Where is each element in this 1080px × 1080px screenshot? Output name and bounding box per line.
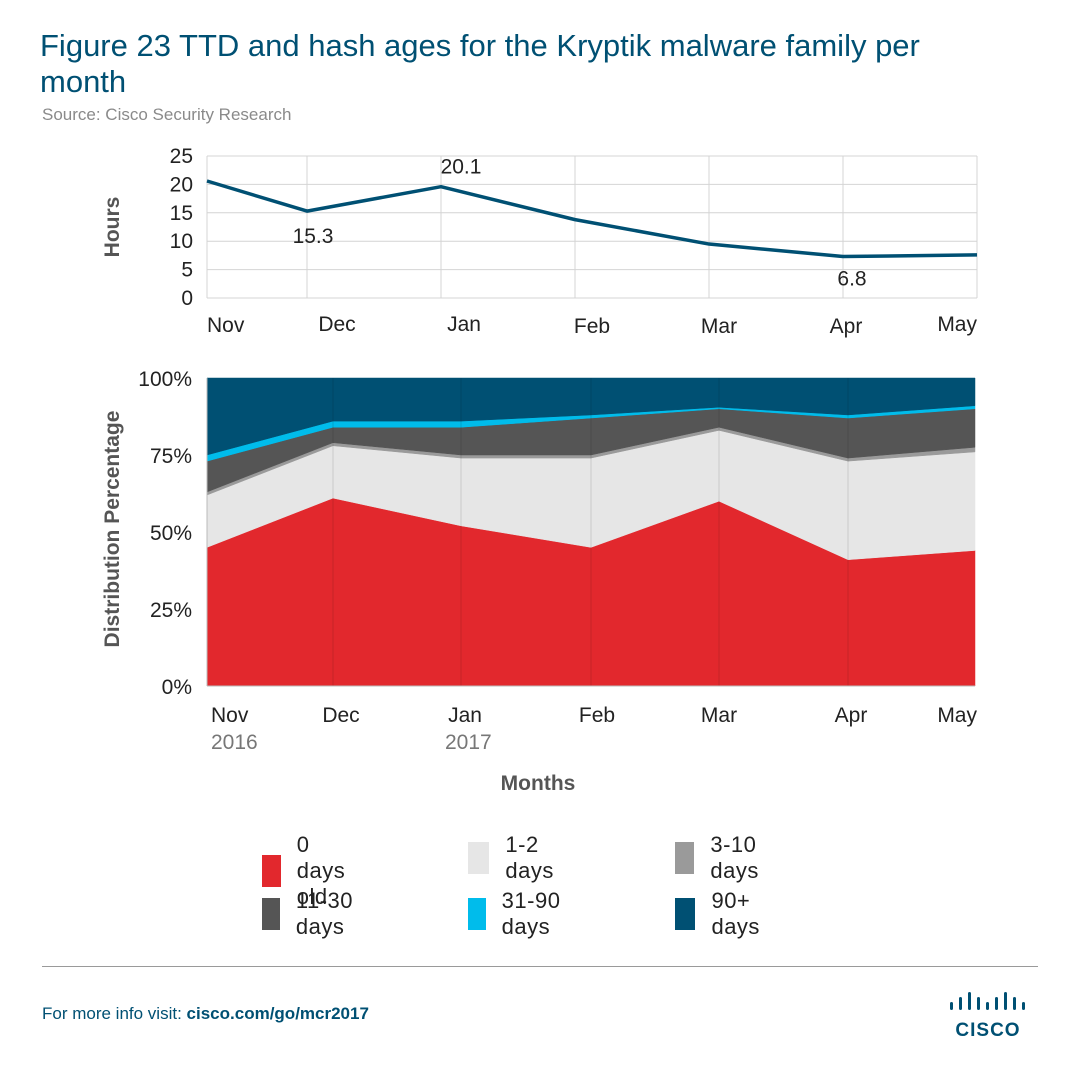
- legend-label: 90+ days: [711, 888, 760, 939]
- legend-label: 31-90 days: [501, 888, 561, 939]
- legend-swatch: [675, 898, 696, 930]
- line-chart: 25 20 15 10 5 0 Hours Nov Dec Jan Feb Mar Apr May 15.3…: [101, 145, 978, 338]
- line-annotation: 15.3: [293, 225, 334, 248]
- footer-divider: [42, 966, 1038, 967]
- legend-item: 3-10 days: [675, 832, 771, 884]
- legend-label: 3-10 days: [710, 832, 759, 883]
- area-ytick-label: 50%: [150, 522, 192, 545]
- line-annotation: 6.8: [837, 268, 866, 291]
- area-xtick-label: Nov: [211, 704, 249, 727]
- line-xtick-label: May: [937, 313, 977, 336]
- line-ylabel: Hours: [101, 197, 124, 258]
- area-xtick-label: Apr: [835, 704, 868, 727]
- cisco-logo: CISCO: [948, 990, 1030, 1041]
- legend-swatch: [468, 842, 490, 874]
- charts-canvas: 25 20 15 10 5 0 Hours Nov Dec Jan Feb Mar Apr May 15.3…: [101, 145, 978, 795]
- area-year-label: 2016: [211, 731, 258, 754]
- area-xtick-label: Jan: [448, 704, 482, 727]
- area-ytick-label: 100%: [138, 368, 192, 391]
- line-xtick-label: Nov: [207, 314, 245, 337]
- line-ytick-label: 20: [170, 173, 193, 196]
- line-annotation: 20.1: [441, 156, 482, 179]
- line-xtick-label: Dec: [318, 313, 355, 336]
- line-series: [206, 179, 978, 259]
- area-ytick-label: 75%: [150, 445, 192, 468]
- area-ylabel: Distribution Percentage: [101, 411, 124, 648]
- legend-item: 31-90 days: [468, 888, 564, 940]
- line-ytick-label: 0: [181, 287, 193, 310]
- line-ytick-label: 5: [181, 259, 193, 282]
- area-series: [206, 377, 976, 456]
- line-ytick-label: 25: [170, 145, 193, 168]
- legend-item: 11-30 days: [262, 888, 358, 940]
- legend-label: 11-30 days: [295, 888, 353, 939]
- area-xtick-label: Feb: [579, 704, 615, 727]
- footer-link[interactable]: cisco.com/go/mcr2017: [186, 1004, 369, 1023]
- line-xtick-label: Apr: [830, 315, 863, 338]
- area-xtick-label: Dec: [322, 704, 359, 727]
- footer-text: For more info visit: cisco.com/go/mcr201…: [42, 1004, 369, 1024]
- legend-label: 0 days old: [296, 832, 346, 909]
- legend-swatch: [262, 898, 280, 930]
- line-xtick-label: Mar: [701, 315, 737, 338]
- legend-swatch: [675, 842, 695, 874]
- area-year-label: 2017: [445, 731, 492, 754]
- cisco-bridge-icon: CISCO: [950, 992, 1025, 1041]
- chart-title: Figure 23 TTD and hash ages for the Kryp…: [40, 28, 920, 99]
- legend-item: 1-2 days: [468, 832, 564, 884]
- area-xlabel: Months: [501, 772, 576, 795]
- legend-swatch: [262, 855, 281, 887]
- line-ytick-label: 15: [170, 202, 193, 225]
- legend-swatch: [468, 898, 486, 930]
- line-xtick-label: Jan: [447, 313, 481, 336]
- area-ytick-label: 0%: [162, 676, 192, 699]
- legend-label: 1-2 days: [505, 832, 554, 883]
- chart-source: Source: Cisco Security Research: [42, 105, 292, 124]
- area-ytick-label: 25%: [150, 599, 192, 622]
- legend-item: 90+ days: [675, 888, 771, 940]
- line-xtick-label: Feb: [574, 315, 610, 338]
- area-chart: 100% 75% 50% 25% 0% Distribution Percentage No…: [101, 368, 977, 795]
- area-xtick-label: May: [937, 704, 977, 727]
- legend-item: 0 days old: [262, 832, 358, 910]
- cisco-wordmark: CISCO: [955, 1020, 1020, 1040]
- footer-prefix: For more info visit:: [42, 1004, 187, 1023]
- line-ytick-label: 10: [170, 230, 193, 253]
- area-xtick-label: Mar: [701, 704, 737, 727]
